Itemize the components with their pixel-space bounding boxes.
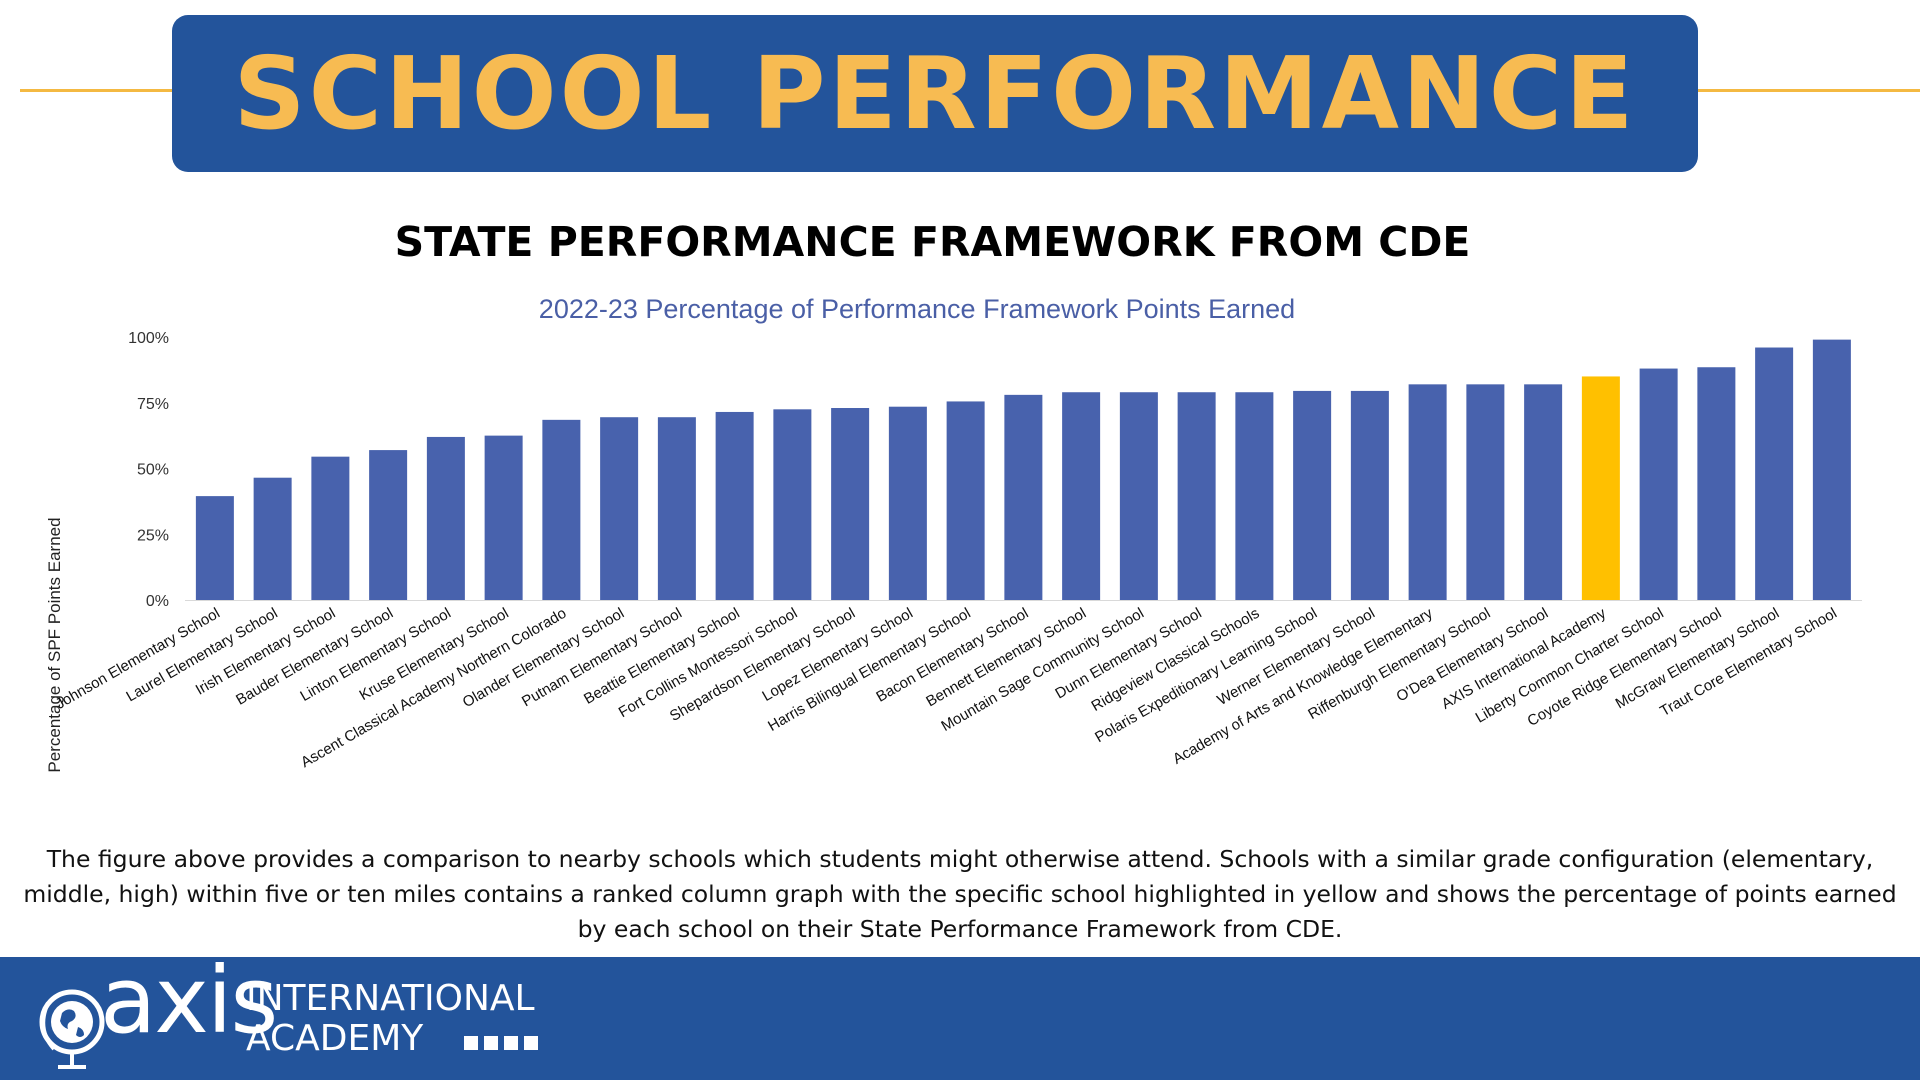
bar-7 (600, 417, 639, 600)
bar-25 (1639, 368, 1678, 600)
bar-18 (1235, 392, 1274, 600)
logo-squares (464, 1036, 538, 1050)
section-title: STATE PERFORMANCE FRAMEWORK FROM CDE (394, 218, 1471, 266)
bar-8 (657, 417, 696, 600)
bar-23 (1524, 384, 1563, 600)
y-tick-label: 50% (137, 462, 169, 479)
y-tick-label: 75% (137, 396, 169, 413)
bar-11 (831, 408, 870, 600)
bar-13 (946, 401, 985, 600)
bar-16 (1119, 392, 1158, 600)
bar-4 (426, 436, 465, 600)
bar-9 (715, 411, 754, 600)
chart-title: 2022-23 Percentage of Performance Framew… (539, 294, 1295, 324)
decorative-rule-right (1696, 89, 1920, 92)
bar-2 (311, 456, 350, 600)
bar-0 (195, 496, 234, 600)
bar-1 (253, 477, 292, 600)
y-axis-label: Percentage of SPF Points Earned (45, 517, 64, 772)
bar-19 (1293, 390, 1332, 600)
bar-15 (1062, 392, 1101, 600)
bar-12 (888, 406, 927, 600)
bar-5 (484, 435, 523, 600)
banner-title: SCHOOL PERFORMANCE (233, 34, 1637, 152)
decorative-rule-left (20, 89, 172, 92)
bar-20 (1350, 390, 1389, 600)
bar-14 (1004, 394, 1043, 600)
bar-3 (369, 450, 408, 600)
title-banner: SCHOOL PERFORMANCE (172, 15, 1698, 172)
y-tick-label: 100% (128, 330, 169, 347)
logo-line-academy: ACADEMY (246, 1018, 424, 1059)
bar-26 (1697, 367, 1736, 600)
logo-line-international: INTERNATIONAL (246, 978, 535, 1019)
school-logo: axis INTERNATIONAL ACADEMY (28, 955, 548, 1075)
footer-bar (0, 957, 1920, 1080)
bar-chart: 2022-23 Percentage of Performance Framew… (45, 294, 1862, 773)
bar-24 (1581, 376, 1620, 600)
bar-22 (1466, 384, 1505, 600)
y-tick-label: 0% (146, 593, 169, 610)
bar-6 (542, 419, 581, 600)
bar-21 (1408, 384, 1447, 600)
bar-17 (1177, 392, 1216, 600)
bar-28 (1812, 339, 1851, 600)
y-tick-label: 25% (137, 527, 169, 544)
logo-wordmark: axis (100, 947, 278, 1054)
bar-10 (773, 409, 812, 600)
caption-text: The figure above provides a comparison t… (23, 845, 1897, 943)
globe-icon (39, 989, 105, 1069)
bar-27 (1755, 347, 1794, 600)
